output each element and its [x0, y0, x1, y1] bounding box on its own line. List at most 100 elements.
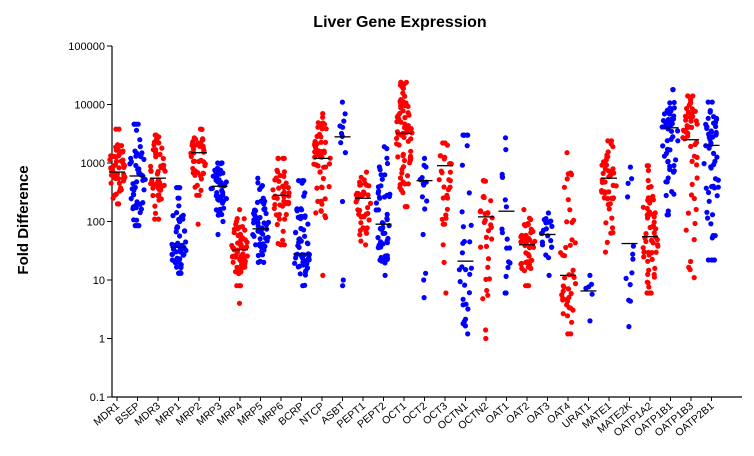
- data-point: [183, 247, 189, 253]
- data-point: [654, 236, 660, 243]
- data-point: [529, 257, 535, 263]
- data-point: [375, 235, 381, 241]
- data-point: [713, 115, 720, 121]
- data-point: [199, 126, 205, 132]
- data-point: [285, 185, 291, 191]
- data-point: [399, 170, 405, 176]
- data-point: [156, 216, 162, 222]
- data-point: [313, 210, 319, 216]
- data-point: [320, 272, 326, 278]
- data-point: [195, 221, 201, 227]
- data-point: [671, 163, 677, 169]
- data-point: [155, 169, 161, 175]
- data-point: [316, 131, 323, 137]
- data-point: [485, 210, 491, 216]
- data-point: [116, 176, 122, 182]
- data-point: [192, 168, 198, 174]
- data-point: [400, 90, 406, 96]
- data-point: [669, 189, 675, 195]
- data-point: [238, 244, 245, 250]
- data-point: [236, 300, 243, 306]
- data-point: [627, 164, 634, 170]
- data-point: [134, 179, 140, 185]
- data-point: [200, 136, 206, 142]
- data-point: [286, 193, 292, 199]
- data-point: [182, 228, 188, 234]
- chart-title: Liver Gene Expression: [313, 14, 486, 31]
- data-point: [317, 169, 323, 175]
- data-point: [570, 307, 576, 313]
- data-point: [691, 195, 697, 202]
- data-point: [320, 114, 326, 120]
- data-point: [257, 186, 263, 192]
- data-point: [276, 185, 282, 191]
- data-point: [690, 114, 696, 120]
- data-point: [394, 119, 400, 125]
- data-point: [319, 126, 325, 132]
- data-point: [404, 173, 411, 179]
- data-point: [361, 177, 367, 183]
- data-point: [402, 115, 408, 121]
- data-point: [176, 203, 182, 209]
- data-point: [354, 190, 360, 196]
- data-point: [150, 185, 156, 191]
- data-point: [384, 215, 390, 221]
- data-point: [446, 177, 452, 183]
- data-point: [609, 215, 615, 221]
- data-point: [665, 212, 672, 218]
- data-point: [244, 253, 250, 259]
- data-point: [488, 198, 494, 204]
- data-point: [704, 125, 710, 131]
- data-point: [683, 129, 689, 135]
- data-point: [465, 331, 471, 337]
- data-point: [481, 219, 487, 225]
- data-point: [480, 296, 486, 302]
- data-point: [707, 108, 713, 114]
- data-point: [384, 155, 390, 161]
- data-point: [397, 98, 403, 104]
- data-point: [560, 283, 566, 289]
- data-point: [382, 172, 388, 178]
- data-point: [358, 182, 364, 188]
- data-point: [209, 185, 215, 191]
- data-point: [546, 272, 552, 278]
- y-tick-label: 10: [93, 275, 105, 287]
- data-point: [483, 327, 489, 333]
- data-point: [564, 313, 571, 319]
- data-point: [255, 175, 261, 181]
- data-point: [177, 219, 183, 225]
- data-point: [401, 134, 407, 140]
- data-point: [564, 176, 570, 182]
- data-point: [459, 162, 465, 168]
- data-point: [180, 212, 186, 218]
- data-point: [602, 166, 608, 172]
- data-point: [116, 180, 122, 186]
- data-point: [152, 216, 158, 222]
- data-point: [192, 184, 198, 190]
- data-point: [444, 192, 450, 198]
- data-point: [141, 187, 147, 193]
- data-point: [671, 99, 677, 106]
- data-point: [242, 227, 248, 233]
- data-point: [238, 269, 244, 275]
- data-point: [675, 128, 681, 134]
- data-point: [110, 163, 116, 169]
- data-point: [194, 192, 200, 198]
- data-point: [709, 184, 715, 190]
- data-point: [526, 283, 532, 289]
- data-point: [468, 222, 474, 228]
- data-point: [215, 212, 221, 218]
- data-point: [342, 111, 348, 117]
- data-point: [250, 232, 256, 238]
- data-point: [569, 237, 575, 243]
- data-point: [549, 223, 555, 229]
- data-point: [705, 257, 712, 263]
- data-point: [375, 207, 382, 213]
- data-point: [485, 256, 492, 262]
- data-point: [115, 142, 121, 148]
- data-point: [629, 270, 635, 276]
- data-point: [148, 168, 154, 174]
- data-point: [399, 166, 405, 172]
- data-point: [660, 143, 666, 149]
- data-point: [261, 206, 267, 212]
